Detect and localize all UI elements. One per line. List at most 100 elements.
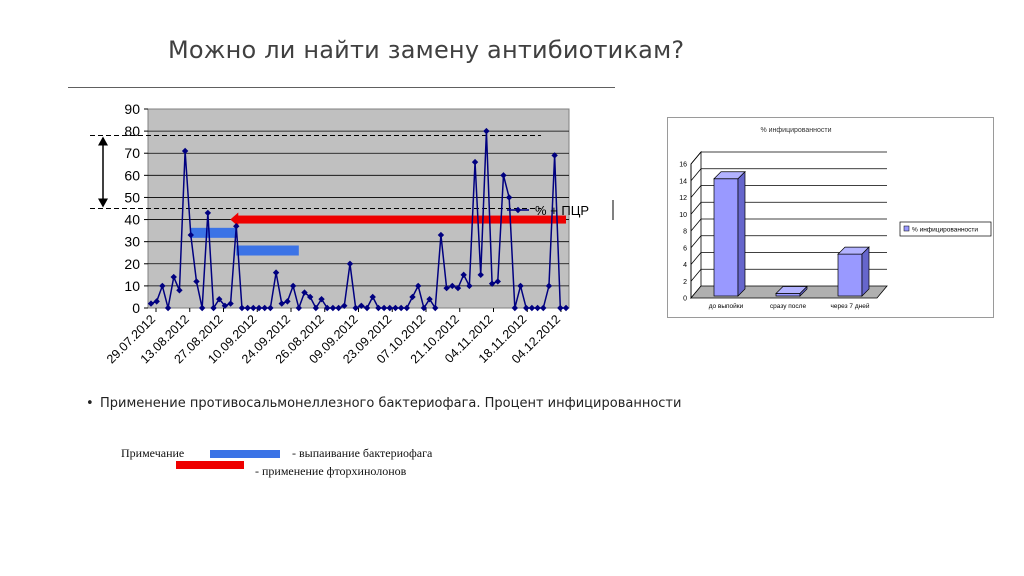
data-point bbox=[363, 304, 371, 312]
data-point bbox=[193, 278, 200, 285]
slide-title: Можно ли найти замену антибиотикам? bbox=[168, 36, 685, 64]
note-phage-text: - выпаивание бактериофага bbox=[292, 446, 433, 460]
chart-title: % инфицированности bbox=[760, 127, 831, 134]
data-point bbox=[352, 304, 359, 312]
y-tick-label: 14 bbox=[679, 178, 687, 185]
bar-front bbox=[775, 293, 801, 297]
range-arrow-head-bottom bbox=[98, 198, 108, 208]
y-tick-label: 80 bbox=[124, 123, 140, 139]
data-point bbox=[420, 304, 428, 312]
legend-label: % инфицированности bbox=[912, 227, 978, 234]
category-label: через 7 дней bbox=[831, 302, 870, 310]
infection-bar-chart: % инфицированности 0 2 4 6 8 10 12 14 16 до выпойк… bbox=[679, 127, 992, 310]
data-point bbox=[500, 172, 507, 179]
data-point bbox=[324, 304, 331, 312]
data-point bbox=[255, 304, 263, 312]
y-tick-label: 10 bbox=[124, 278, 140, 294]
data-point bbox=[443, 284, 450, 292]
data-point bbox=[198, 304, 206, 312]
data-point bbox=[562, 304, 570, 312]
data-point bbox=[301, 289, 308, 296]
bar-front bbox=[713, 178, 739, 297]
note-phage-swatch bbox=[210, 450, 280, 458]
y-tick-label: 0 bbox=[683, 296, 687, 303]
legend-swatch bbox=[903, 225, 910, 232]
data-point bbox=[187, 231, 194, 239]
data-point bbox=[216, 295, 223, 303]
data-point bbox=[210, 304, 217, 312]
data-point bbox=[295, 304, 303, 312]
data-point bbox=[403, 304, 411, 312]
bar-side bbox=[799, 285, 808, 297]
data-point bbox=[397, 304, 405, 312]
y-tick-label: 6 bbox=[683, 245, 687, 252]
data-point bbox=[551, 152, 558, 159]
legend-label: % + ПЦР bbox=[535, 203, 589, 218]
data-point bbox=[409, 293, 416, 301]
data-point bbox=[221, 302, 229, 309]
data-point bbox=[238, 304, 246, 312]
range-arrow-head-top bbox=[98, 136, 108, 146]
data-point bbox=[426, 295, 433, 303]
y-tick-label: 10 bbox=[679, 212, 687, 219]
data-point bbox=[170, 273, 177, 281]
gridline-diagonal bbox=[690, 218, 702, 232]
note-title: Примечание bbox=[121, 446, 185, 460]
data-point bbox=[358, 302, 365, 309]
gridline-diagonal bbox=[690, 235, 702, 249]
fluoroquinolone-period-bar bbox=[236, 215, 566, 224]
data-point bbox=[261, 304, 268, 312]
data-point bbox=[369, 293, 376, 301]
y-tick-label: 0 bbox=[132, 300, 140, 316]
data-point bbox=[227, 300, 234, 307]
y-tick-label: 4 bbox=[683, 262, 687, 269]
note-fluoro-swatch bbox=[176, 461, 244, 469]
bar-side bbox=[861, 246, 870, 297]
y-tick-label: 50 bbox=[124, 189, 140, 205]
bar-side bbox=[737, 170, 746, 297]
category-label: до выпойки bbox=[709, 302, 744, 310]
data-point bbox=[176, 287, 183, 294]
phage-period-bar bbox=[190, 227, 237, 238]
y-tick-label: 20 bbox=[124, 256, 140, 272]
data-point bbox=[392, 304, 399, 312]
pcr-line-chart: 010203040506070809029.07.201213.08.20122… bbox=[90, 101, 614, 366]
data-point bbox=[494, 278, 501, 285]
y-tick-label: 90 bbox=[124, 101, 140, 117]
data-point bbox=[386, 304, 393, 312]
data-point bbox=[454, 284, 462, 292]
data-point bbox=[312, 304, 320, 312]
data-point bbox=[375, 304, 382, 312]
data-point bbox=[329, 304, 337, 312]
legend-marker bbox=[514, 206, 522, 214]
gridline-diagonal bbox=[690, 168, 702, 182]
data-point bbox=[250, 304, 257, 312]
data-point bbox=[164, 304, 172, 312]
y-tick-label: 60 bbox=[124, 167, 140, 183]
bullet-caption: • Применение противосальмонеллезного бакт… bbox=[86, 396, 681, 411]
data-point bbox=[540, 304, 547, 312]
y-tick-label: 30 bbox=[124, 234, 140, 250]
data-point bbox=[341, 302, 348, 309]
note-fluoro-text: - применение фторхинолонов bbox=[255, 464, 407, 478]
gridline-diagonal bbox=[690, 252, 702, 265]
data-point bbox=[471, 158, 479, 166]
data-point bbox=[460, 271, 467, 279]
gridline-diagonal bbox=[690, 268, 702, 282]
bullet-text: Применение противосальмонеллезного бакте… bbox=[100, 396, 682, 411]
data-point bbox=[557, 304, 564, 312]
data-point bbox=[545, 282, 553, 290]
infection-bar-chart-frame: % инфицированности 0 2 4 6 8 10 12 14 16 до выпойк… bbox=[667, 117, 994, 318]
y-tick-label: 40 bbox=[124, 212, 140, 228]
y-tick-label: 12 bbox=[679, 195, 687, 202]
y-tick-label: 8 bbox=[683, 229, 687, 236]
data-point bbox=[272, 269, 280, 276]
data-point bbox=[488, 280, 496, 287]
data-point bbox=[505, 194, 513, 201]
data-point bbox=[267, 304, 274, 312]
gridline-diagonal bbox=[690, 201, 702, 215]
data-point bbox=[204, 209, 212, 217]
y-tick-label: 2 bbox=[683, 279, 687, 286]
y-tick-label: 16 bbox=[679, 162, 687, 169]
phage-period-bar bbox=[236, 245, 299, 256]
